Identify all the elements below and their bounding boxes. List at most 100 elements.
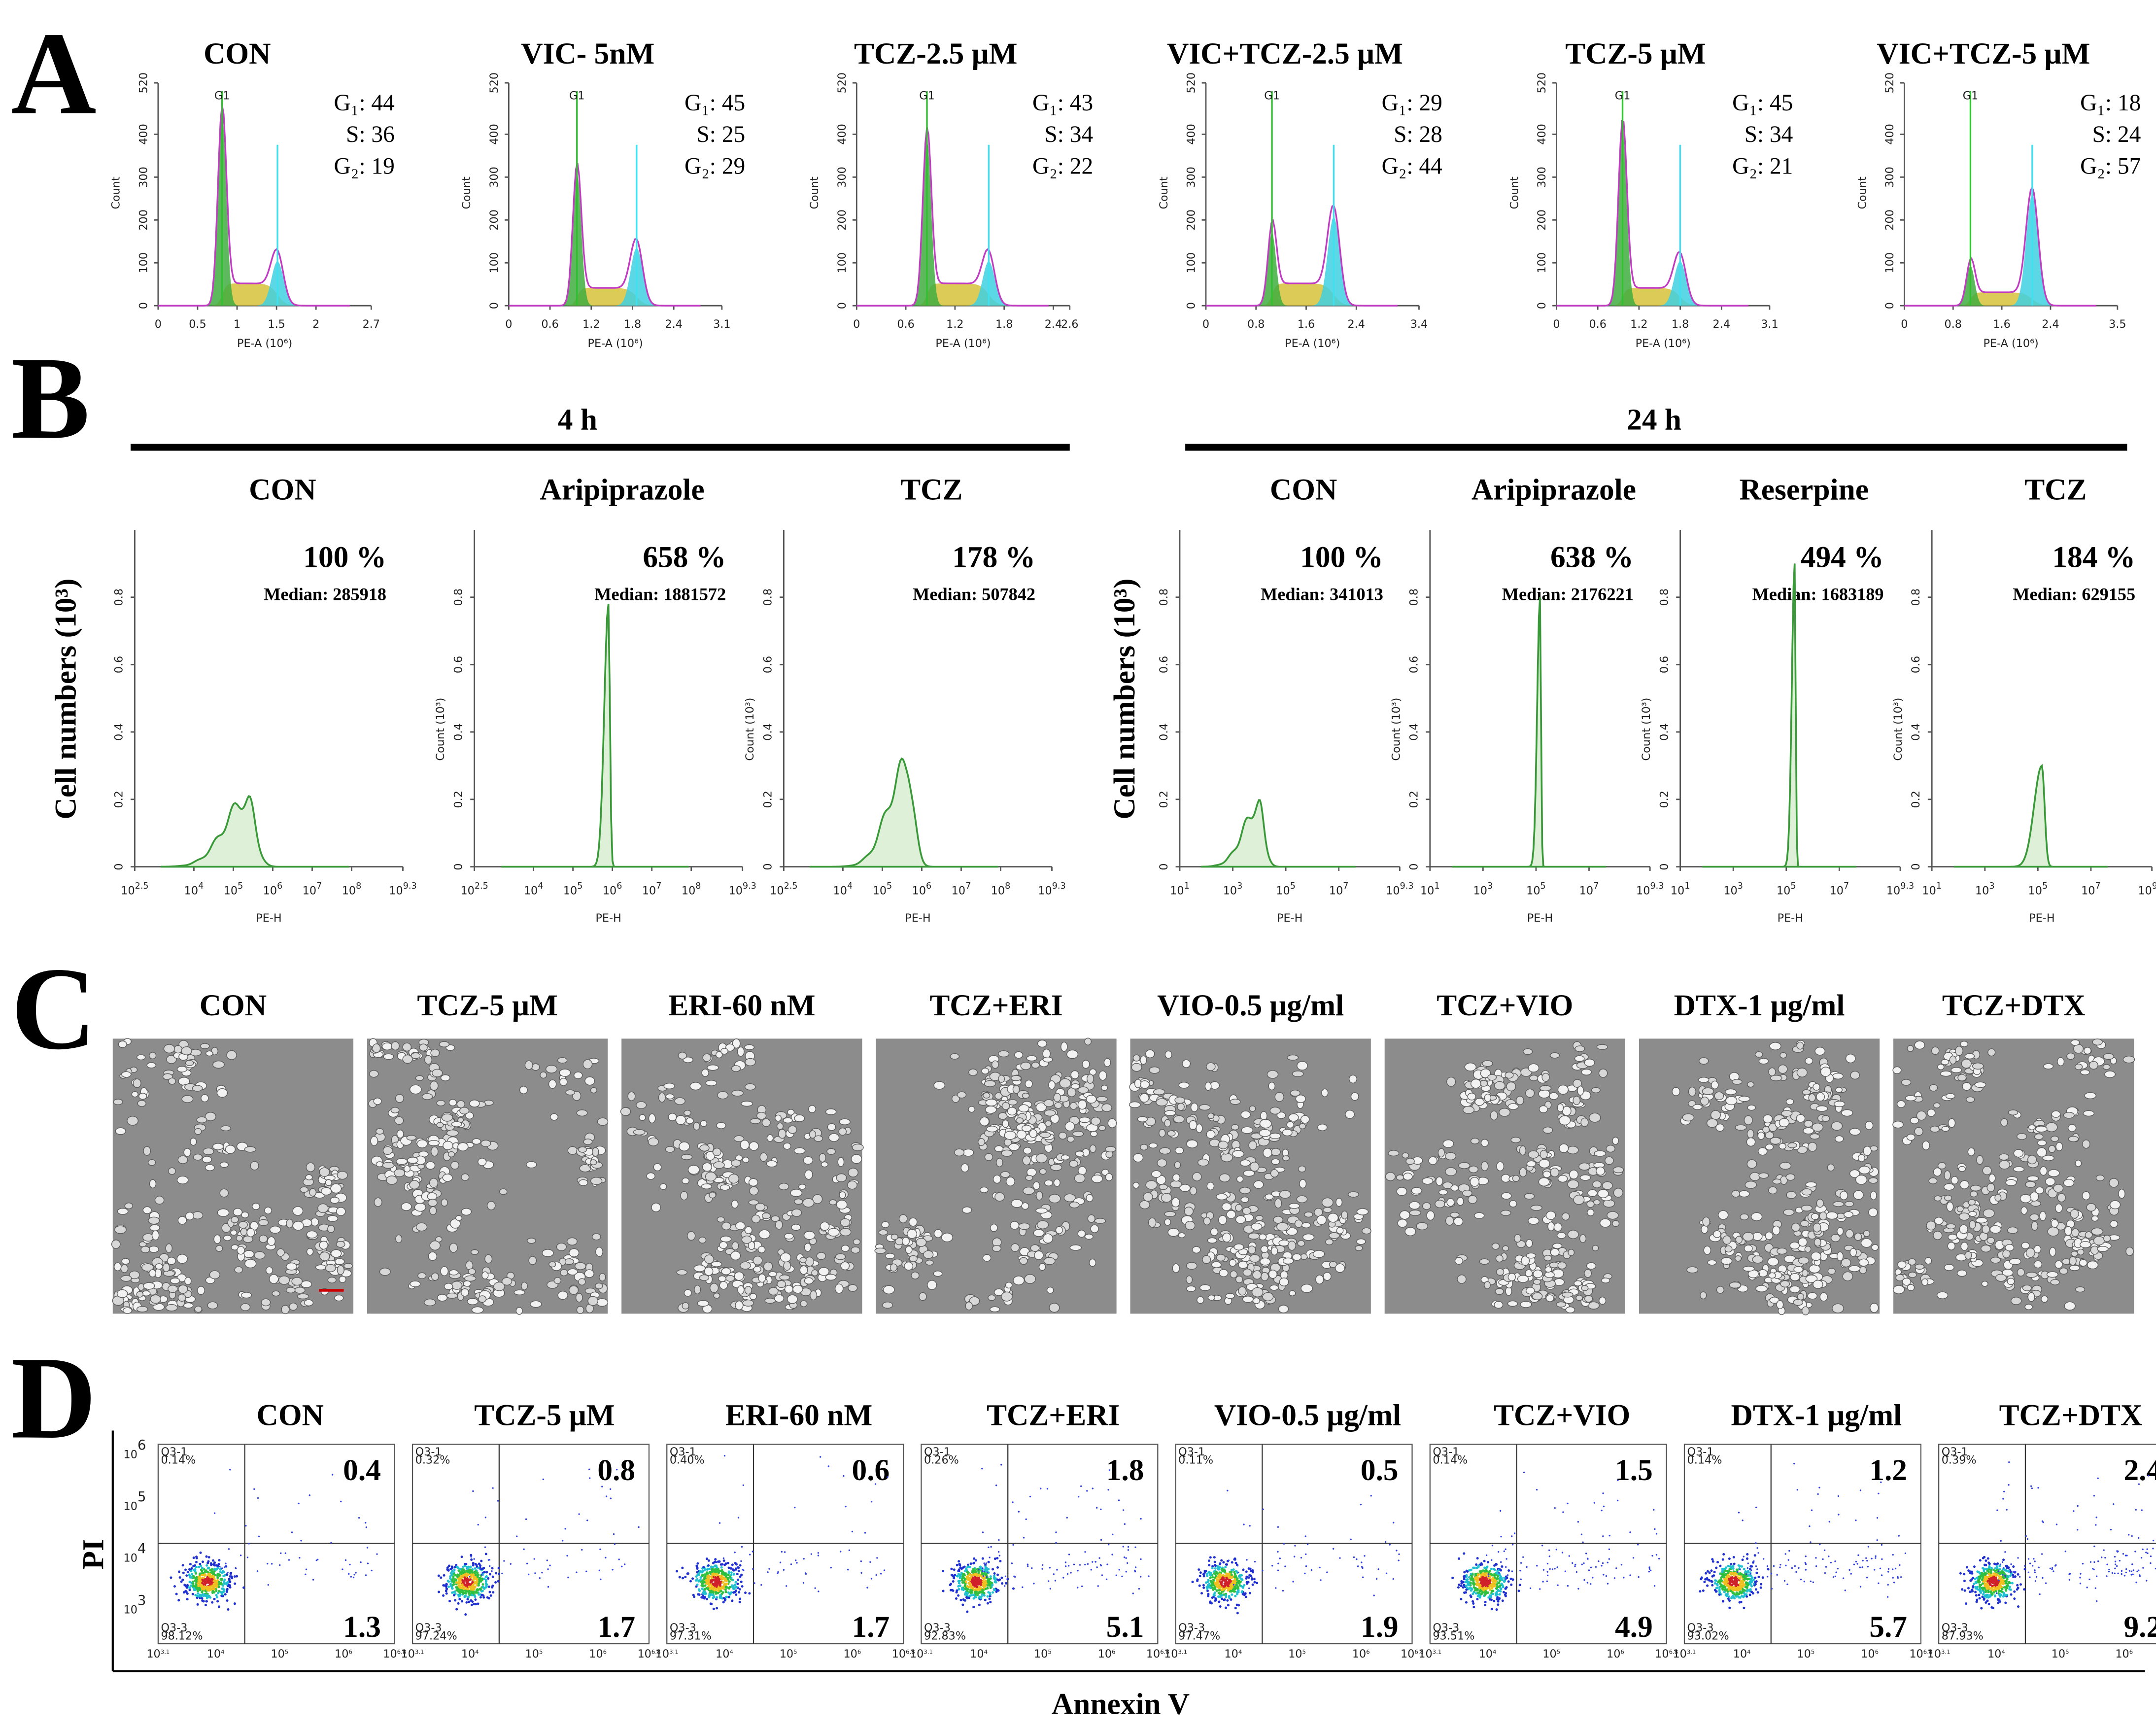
event [707, 1577, 710, 1580]
cell [812, 1194, 823, 1204]
cell [1858, 1154, 1865, 1162]
event [533, 1558, 535, 1560]
cell [2019, 1194, 2031, 1203]
cell [1411, 1187, 1422, 1195]
cell [1809, 1264, 1821, 1274]
cell [1976, 1155, 1984, 1165]
cell [1242, 1207, 1252, 1215]
cell [1969, 1220, 1976, 1230]
cell [1335, 1198, 1343, 1207]
cell [1934, 1195, 1942, 1202]
y-tick-label: 0.4 [1658, 723, 1671, 740]
cell [1046, 1286, 1054, 1294]
cell [240, 1292, 252, 1299]
event [218, 1559, 221, 1562]
x-tick-label-exp: 2.5 [784, 881, 798, 891]
x-axis-label: PE-H [1277, 912, 1302, 925]
cell [149, 1179, 157, 1189]
cell [540, 1071, 547, 1079]
cell [1235, 1215, 1246, 1224]
event [217, 1562, 220, 1566]
cell [1810, 1133, 1820, 1140]
cell [804, 1243, 812, 1252]
event [684, 1576, 687, 1579]
cell [1022, 1093, 1030, 1099]
cell [1288, 1113, 1299, 1122]
x-tick-label: 2.6 [1061, 318, 1078, 331]
cell [1279, 1278, 1289, 1286]
x-axis-label: PE-H [1778, 912, 1803, 925]
x-tick-label: 1.8 [1672, 318, 1689, 331]
event [488, 1590, 491, 1593]
cell [1462, 1189, 1472, 1197]
cell [1139, 1093, 1149, 1103]
cell [409, 1180, 420, 1190]
cell [1001, 1291, 1013, 1302]
histogram [1702, 563, 1856, 868]
event [299, 1556, 301, 1559]
cell [665, 1146, 675, 1153]
cell [684, 1110, 691, 1116]
cell [1787, 1142, 1797, 1148]
cell [304, 1299, 314, 1307]
event [353, 1574, 355, 1576]
event [526, 1562, 528, 1565]
cell [176, 1175, 189, 1184]
cell [697, 1300, 709, 1307]
event [225, 1562, 227, 1564]
cell [2051, 1219, 2059, 1228]
cell [1968, 1211, 1977, 1217]
cell [1233, 1244, 1244, 1250]
event [223, 1566, 226, 1568]
cell [1951, 1067, 1962, 1073]
x-tick-label: 105 [780, 1648, 797, 1660]
cell [1821, 1115, 1830, 1122]
cell [1863, 1230, 1870, 1237]
histogram [1200, 799, 1356, 868]
cell [416, 1139, 428, 1148]
cell [2077, 1248, 2085, 1256]
cell [194, 1306, 203, 1313]
event [492, 1487, 494, 1489]
event [195, 1586, 198, 1589]
cell [2084, 1047, 2091, 1055]
x-tick-label-exp: 5 [238, 881, 243, 891]
event [1004, 1582, 1007, 1585]
cell [1105, 1146, 1116, 1153]
cell [1743, 1266, 1755, 1272]
cell-cycle-stat: G₁: 43 [1032, 90, 1093, 116]
x-tick-label-exp: 7 [316, 881, 322, 891]
cell [1265, 1193, 1274, 1200]
event [208, 1585, 211, 1588]
event [459, 1567, 462, 1570]
cell [111, 1240, 121, 1249]
event [489, 1594, 492, 1597]
y-tick-label: 0.6 [761, 656, 774, 673]
event [783, 1569, 785, 1571]
cell [704, 1267, 714, 1276]
event [192, 1575, 195, 1578]
cell [719, 1241, 728, 1249]
cell [2028, 1124, 2036, 1131]
y-tick-label: 100 [1185, 252, 1198, 274]
x-tick-label-exp: 6 [857, 1648, 861, 1655]
event [443, 1574, 445, 1577]
event [190, 1567, 193, 1570]
x-tick-label-base: 10 [716, 1648, 729, 1660]
cell [120, 1264, 129, 1273]
cell [1827, 1164, 1835, 1172]
cell [741, 1101, 753, 1107]
cell [968, 1106, 975, 1113]
cell [1510, 1137, 1521, 1143]
event [205, 1600, 208, 1603]
cell [2082, 1191, 2090, 1201]
event [215, 1593, 218, 1596]
cell [1487, 1074, 1497, 1081]
cell [455, 1215, 463, 1221]
cell [1892, 1121, 1904, 1129]
x-tick-label: 108 [682, 881, 701, 897]
cell [1574, 1055, 1585, 1062]
cell [419, 1043, 428, 1052]
cell [1700, 1291, 1707, 1300]
cell [791, 1224, 801, 1231]
